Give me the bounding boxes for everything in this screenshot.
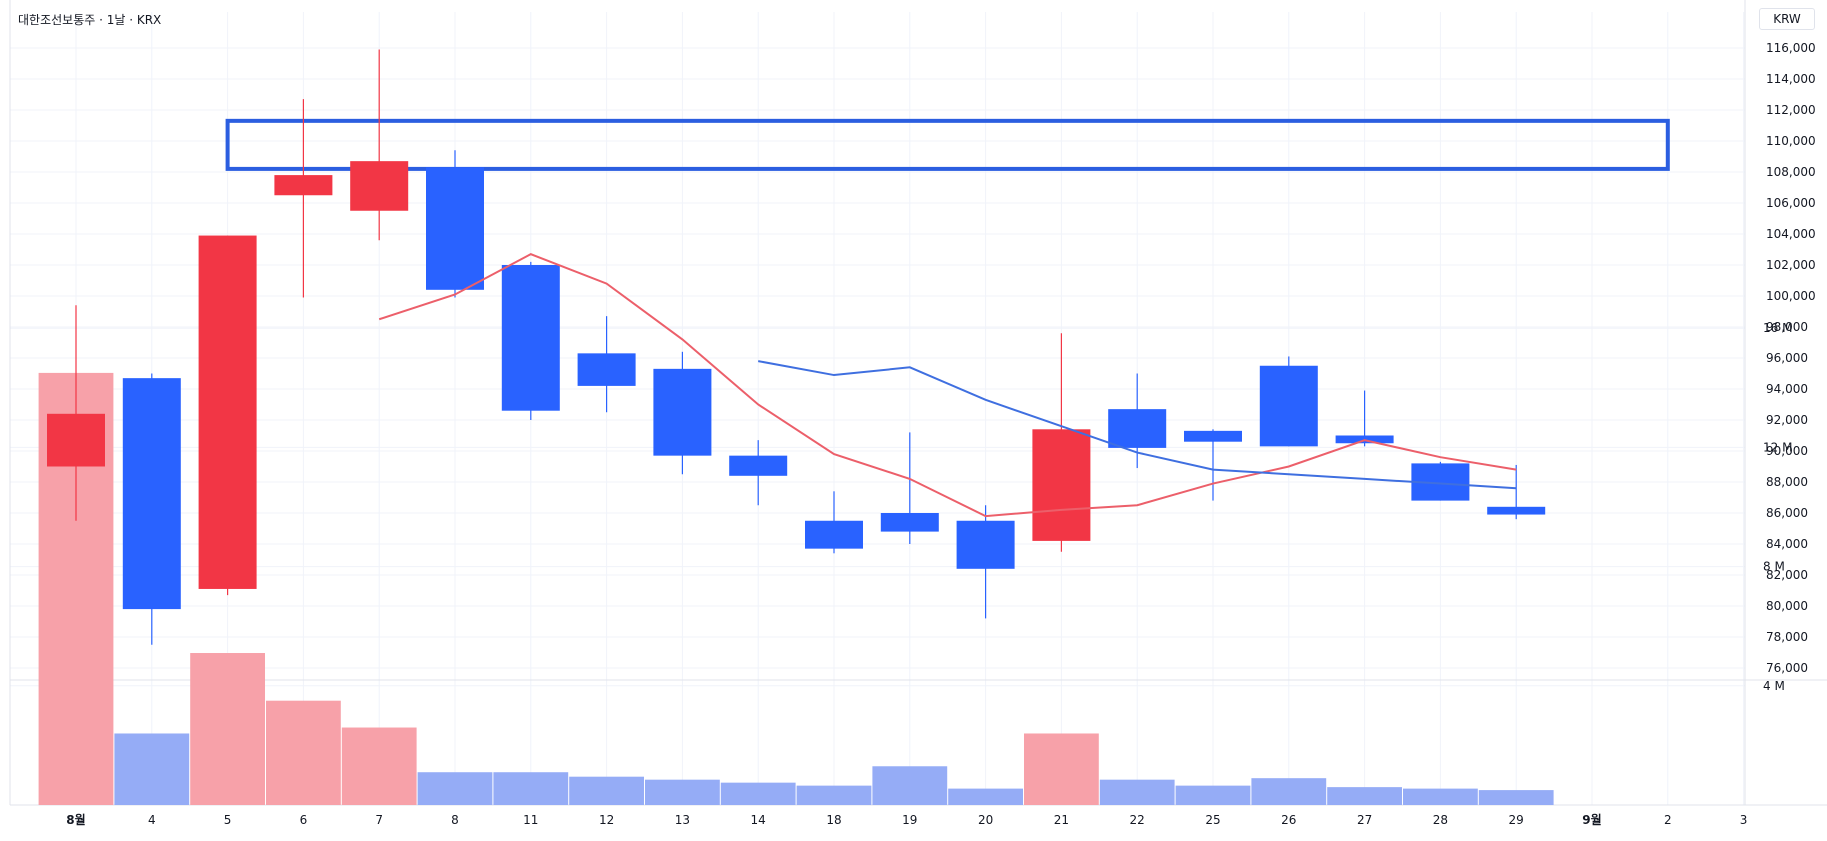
volume-bar xyxy=(720,782,796,805)
candle-body xyxy=(653,368,712,456)
price-tick-label: 104,000 xyxy=(1766,227,1816,241)
candle-body xyxy=(729,455,788,476)
time-tick-label: 14 xyxy=(751,813,766,827)
price-tick-label: 102,000 xyxy=(1766,258,1816,272)
time-tick-label: 2 xyxy=(1664,813,1672,827)
time-tick-label: 8 xyxy=(451,813,459,827)
price-tick-label: 106,000 xyxy=(1766,196,1816,210)
time-tick-label: 9월 xyxy=(1582,812,1601,827)
volume-bar xyxy=(1175,785,1251,805)
time-tick-label: 22 xyxy=(1130,813,1145,827)
price-tick-label: 86,000 xyxy=(1766,506,1808,520)
time-tick-label: 12 xyxy=(599,813,614,827)
volume-bar xyxy=(1099,779,1175,805)
price-tick-label: 76,000 xyxy=(1766,661,1808,675)
price-tick-label: 112,000 xyxy=(1766,103,1816,117)
volume-tick-label: 4 M xyxy=(1763,679,1785,693)
candle-body xyxy=(1487,506,1546,515)
time-tick-label: 13 xyxy=(675,813,690,827)
candle-body xyxy=(956,520,1015,569)
moving-average-long-line xyxy=(758,360,1517,490)
volume-bar xyxy=(1403,788,1478,805)
moving-average-short-line xyxy=(378,253,1517,518)
volume-bar xyxy=(872,766,948,805)
volume-tick-label: 12 M xyxy=(1763,440,1792,454)
volume-bar xyxy=(645,779,720,805)
volume-axis[interactable]: 4 M 8 M 12 M 16 M xyxy=(1763,321,1792,693)
time-axis[interactable]: 8월 4 5 6 7 8 11 12 13 14 18 19 20 21 22 25 26 27 28 29 9월 2 3 xyxy=(66,812,1747,827)
candle-body xyxy=(880,513,939,532)
candle-body xyxy=(805,520,863,549)
price-axis[interactable]: 76,000 78,000 80,000 82,000 84,000 86,000 88,0… xyxy=(1766,41,1816,675)
volume-bar xyxy=(417,772,493,805)
price-tick-label: 90,000 xyxy=(1766,444,1808,458)
volume-tick-label: 16 M xyxy=(1763,321,1792,335)
time-tick-label: 8월 xyxy=(66,812,85,827)
time-tick-label: 21 xyxy=(1054,813,1069,827)
candle-body xyxy=(1108,409,1167,448)
candle-body xyxy=(1184,430,1242,442)
candle-layer xyxy=(47,49,1546,645)
time-tick-label: 4 xyxy=(148,813,156,827)
candle-body xyxy=(350,161,409,211)
time-tick-label: 29 xyxy=(1509,813,1524,827)
volume-tick-label: 8 M xyxy=(1763,560,1785,574)
price-tick-label: 114,000 xyxy=(1766,72,1816,86)
highlight-zone-box xyxy=(225,118,1670,171)
grid xyxy=(9,0,1827,806)
symbol-title: 대한조선보통주 · 1날 · KRX xyxy=(18,13,162,27)
time-tick-label: 6 xyxy=(300,813,308,827)
volume-bar xyxy=(114,733,190,805)
volume-bar xyxy=(796,785,872,805)
price-tick-label: 108,000 xyxy=(1766,165,1816,179)
price-tick-label: 92,000 xyxy=(1766,413,1808,427)
highlight-zone-layer xyxy=(225,118,1670,171)
time-tick-label: 3 xyxy=(1740,813,1748,827)
volume-bar xyxy=(266,700,341,805)
moving-average-layer xyxy=(378,253,1517,518)
time-tick-label: 26 xyxy=(1281,813,1296,827)
candle-body xyxy=(426,167,484,290)
candle-body xyxy=(501,265,560,411)
volume-bar xyxy=(1251,778,1327,805)
volume-bar xyxy=(1478,790,1554,805)
price-tick-label: 80,000 xyxy=(1766,599,1808,613)
candle-body xyxy=(577,353,636,386)
price-tick-label: 110,000 xyxy=(1766,134,1816,148)
candle-body xyxy=(198,235,257,589)
price-tick-label: 100,000 xyxy=(1766,289,1816,303)
candle-body xyxy=(122,378,181,610)
candle-body xyxy=(274,175,333,196)
price-tick-label: 94,000 xyxy=(1766,382,1808,396)
price-tick-label: 84,000 xyxy=(1766,537,1808,551)
time-tick-label: 11 xyxy=(523,813,538,827)
time-tick-label: 5 xyxy=(224,813,232,827)
price-tick-label: 78,000 xyxy=(1766,630,1808,644)
volume-bar xyxy=(190,653,265,805)
volume-bar xyxy=(341,727,417,805)
volume-bar xyxy=(569,776,644,805)
volume-bar xyxy=(493,772,569,805)
time-tick-label: 27 xyxy=(1357,813,1372,827)
volume-layer xyxy=(38,372,1554,805)
time-tick-label: 19 xyxy=(902,813,917,827)
candle-body xyxy=(47,413,105,467)
currency-button[interactable]: KRW xyxy=(1759,8,1815,30)
price-tick-label: 82,000 xyxy=(1766,568,1808,582)
time-tick-label: 7 xyxy=(375,813,383,827)
volume-bar xyxy=(948,788,1023,805)
time-tick-label: 20 xyxy=(978,813,993,827)
time-tick-label: 25 xyxy=(1205,813,1220,827)
volume-bar xyxy=(1024,733,1099,805)
time-tick-label: 18 xyxy=(826,813,841,827)
price-tick-label: 96,000 xyxy=(1766,351,1808,365)
candle-body xyxy=(1259,365,1318,447)
price-tick-label: 88,000 xyxy=(1766,475,1808,489)
time-tick-label: 28 xyxy=(1433,813,1448,827)
price-tick-label: 98,000 xyxy=(1766,320,1808,334)
volume-bar xyxy=(1327,787,1402,805)
price-tick-label: 116,000 xyxy=(1766,41,1816,55)
candle-body xyxy=(1032,429,1091,541)
